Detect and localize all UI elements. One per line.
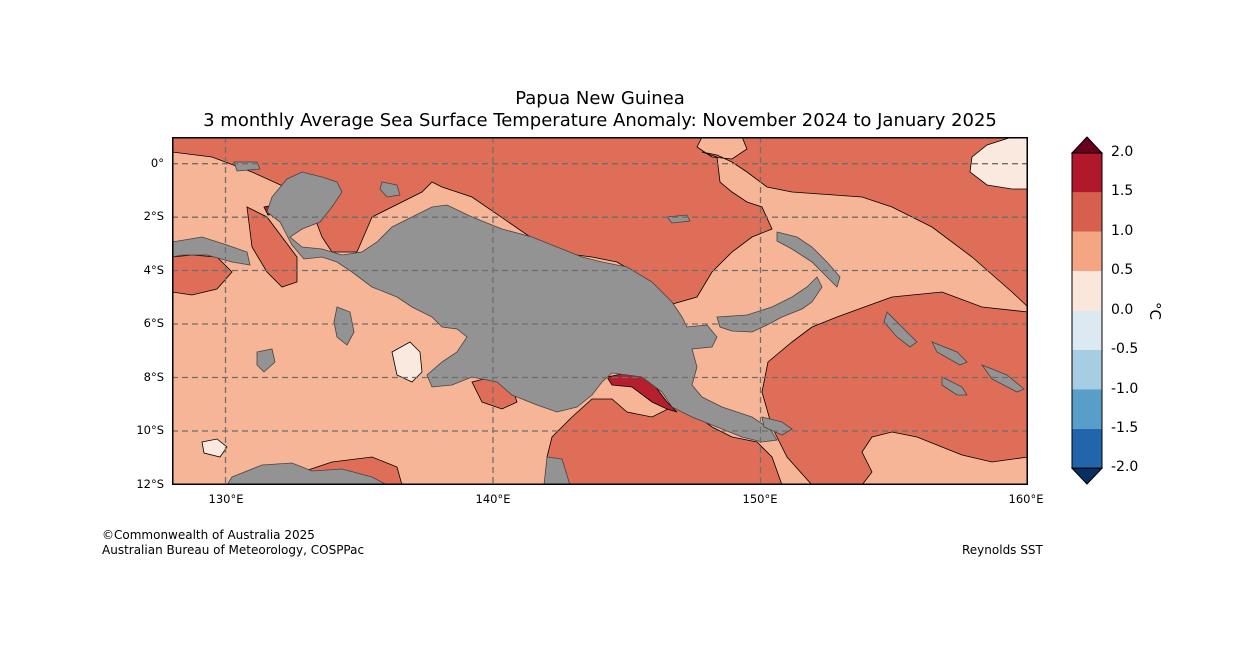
lat-label-4s: 4°S <box>143 263 164 277</box>
lon-label-130e: 130°E <box>208 492 244 506</box>
land-admiralty-small <box>233 161 401 198</box>
land-northern-australia <box>226 456 571 485</box>
lon-label-160e: 160°E <box>1008 492 1044 506</box>
lat-label-12s: 12°S <box>136 477 164 491</box>
colorbar <box>1070 136 1104 485</box>
colorbar-label-1-5: 1.5 <box>1111 183 1134 199</box>
copyright-text: ©Commonwealth of Australia 2025 <box>102 528 315 542</box>
colorbar-band-m2-0-m1-5 <box>1072 428 1102 469</box>
anomaly-region-0-0-to-0-5-ne <box>969 137 1028 190</box>
lon-label-150e: 150°E <box>742 492 778 506</box>
anomaly-region-1-0-to-1-5-north <box>172 137 1028 308</box>
land-bougainville <box>883 311 918 348</box>
sst-anomaly-map <box>172 137 1028 485</box>
map-frame <box>172 137 1028 485</box>
land-seram-islands <box>256 306 355 373</box>
land-new-guinea <box>266 171 778 443</box>
colorbar-band-0-0-0-5 <box>1072 271 1102 311</box>
colorbar-band-0-5-1-0 <box>1072 231 1102 272</box>
lon-label-140e: 140°E <box>475 492 511 506</box>
anomaly-region-1-0-to-1-5-south <box>546 398 783 485</box>
land-new-ireland <box>776 231 841 288</box>
colorbar-extend-high <box>1070 136 1104 154</box>
map-subtitle: 3 monthly Average Sea Surface Temperatur… <box>203 110 997 131</box>
graticule <box>172 137 1028 485</box>
colorbar-band-m0-5-0-0 <box>1072 310 1102 350</box>
anomaly-region-1-0-to-1-5-southeast <box>761 291 1028 485</box>
colorbar-label-m0-5: -0.5 <box>1111 341 1139 357</box>
source-text: Reynolds SST <box>962 543 1043 557</box>
colorbar-label-1-0: 1.0 <box>1111 223 1134 239</box>
colorbar-extend-low <box>1070 467 1104 485</box>
anomaly-region-0-0-to-0-5-arafura <box>391 341 423 383</box>
lat-label-2s: 2°S <box>143 209 164 223</box>
colorbar-label-0-5: 0.5 <box>1111 262 1134 278</box>
colorbar-label-m2-0: -2.0 <box>1111 459 1139 475</box>
map-title: Papua New Guinea <box>515 88 685 109</box>
colorbar-band-1-0-1-5 <box>1072 192 1102 232</box>
colorbar-label-2-0: 2.0 <box>1111 144 1134 160</box>
anomaly-region-1-0-to-1-5-west-gulf <box>246 206 298 288</box>
colorbar-label-m1-0: -1.0 <box>1111 381 1139 397</box>
colorbar-label-m1-5: -1.5 <box>1111 420 1139 436</box>
land-halmahera-west <box>172 236 251 266</box>
land-new-britain <box>716 276 823 333</box>
lat-label-0: 0° <box>150 156 164 170</box>
land-solomon-islands <box>931 341 1025 396</box>
anomaly-region-0-0-to-0-5-cape <box>201 438 228 458</box>
colorbar-unit: °C <box>1145 302 1164 320</box>
colorbar-band-m1-0-m0-5 <box>1072 350 1102 390</box>
colorbar-label-0-0: 0.0 <box>1111 302 1134 318</box>
colorbar-band-1-5-2-0 <box>1072 153 1102 193</box>
lat-label-8s: 8°S <box>143 370 164 384</box>
agency-text: Australian Bureau of Meteorology, COSPPa… <box>102 543 365 557</box>
lat-label-10s: 10°S <box>136 423 164 437</box>
lat-label-6s: 6°S <box>143 316 164 330</box>
colorbar-band-m1-5-m1-0 <box>1072 389 1102 429</box>
